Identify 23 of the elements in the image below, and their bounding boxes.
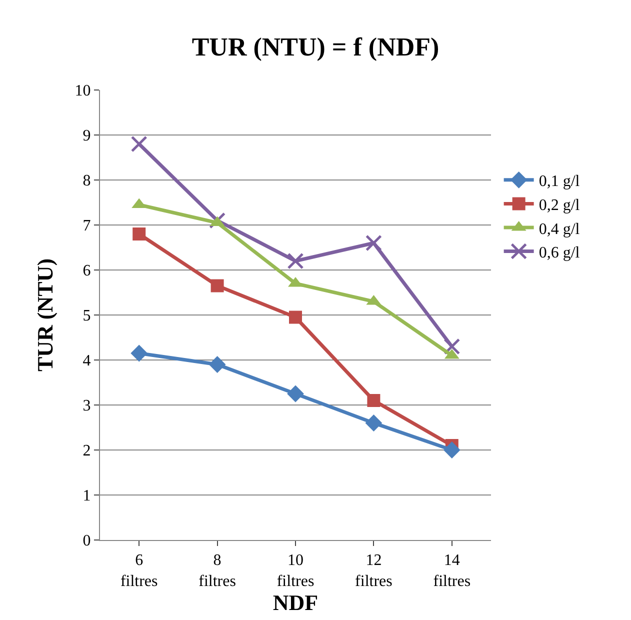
- y-tick-label: 8: [82, 172, 91, 190]
- y-tick-label: 5: [82, 308, 91, 325]
- y-tick-label: 9: [82, 128, 91, 145]
- chart-title: TUR (NTU) = f (NDF): [192, 32, 440, 62]
- y-tick-label: 2: [82, 442, 91, 460]
- legend-label: 0,2 g/l: [538, 196, 580, 214]
- x-tick-label: 12 filtres: [355, 552, 392, 590]
- y-tick-label: 10: [74, 82, 91, 100]
- x-tick-label: 6 filtres: [120, 552, 158, 590]
- x-axis-title: NDF: [272, 590, 318, 615]
- y-tick-label: 0: [82, 532, 91, 550]
- y-tick-label: 1: [82, 488, 91, 505]
- legend-label: 0,6 g/l: [538, 244, 580, 262]
- legend-label: 0,1 g/l: [538, 173, 580, 190]
- y-tick-label: 7: [82, 218, 91, 235]
- legend-label: 0,4 g/l: [538, 220, 580, 238]
- x-tick-label: 8 filtres: [198, 552, 236, 590]
- x-tick-label: 10 filtres: [276, 552, 314, 590]
- y-tick-label: 6: [82, 262, 91, 280]
- x-tick-label: 14 filtres: [433, 552, 471, 590]
- y-tick-label: 3: [82, 398, 91, 415]
- y-tick-label: 4: [82, 352, 91, 370]
- y-axis-title: TUR (NTU): [32, 258, 58, 372]
